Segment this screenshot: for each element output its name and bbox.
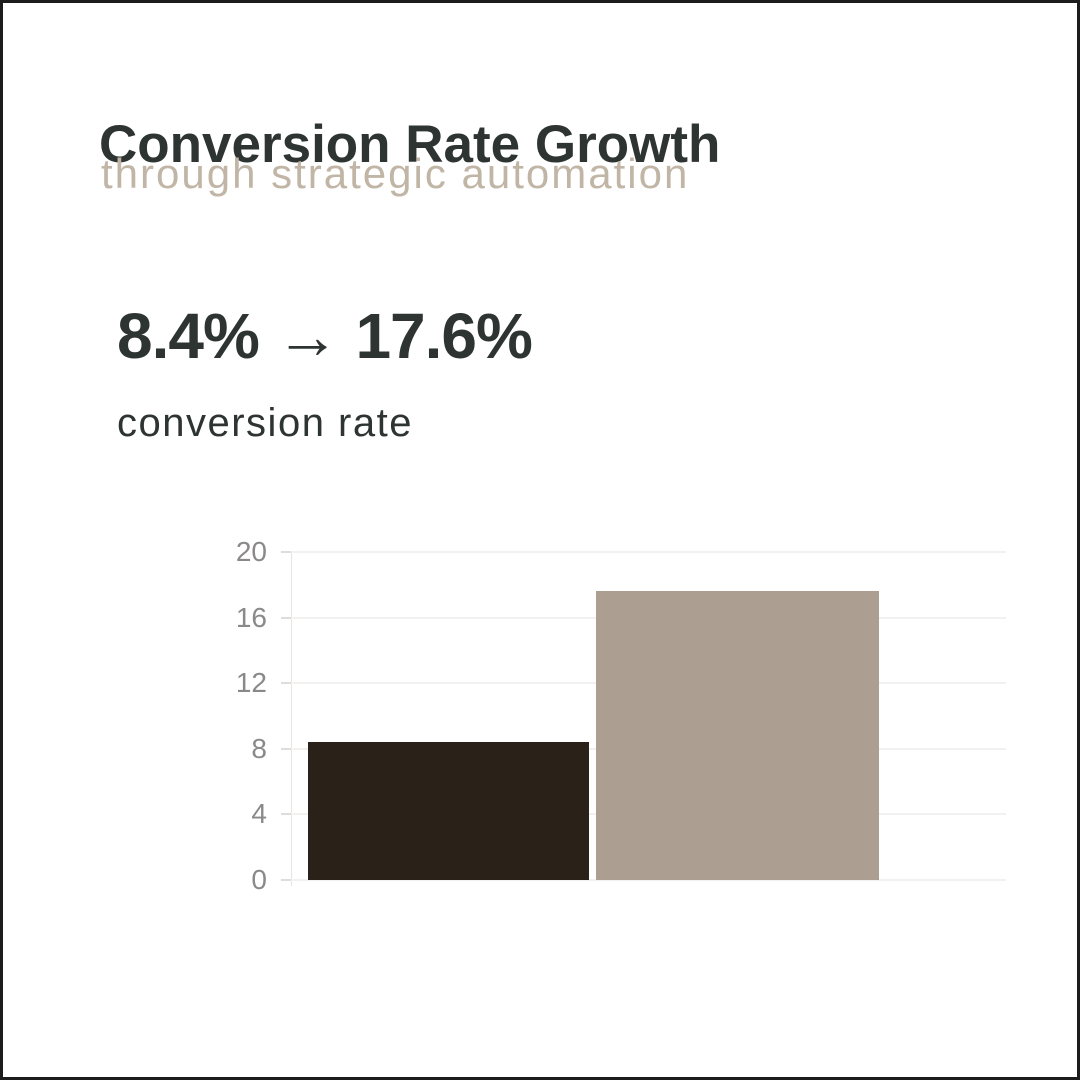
y-tick-0 — [281, 879, 291, 881]
y-tick-label-0: 0 — [251, 864, 267, 895]
page-title: Conversion Rate Growth — [99, 114, 721, 174]
gridline-20 — [291, 551, 1006, 553]
stat-value: 8.4% → 17.6% — [117, 300, 533, 372]
y-tick-16 — [281, 617, 291, 619]
y-axis-tick-labels: 0 4 8 12 16 20 — [183, 537, 279, 895]
gridline-0 — [291, 879, 1006, 881]
gridline-16 — [291, 617, 1006, 619]
y-tick-label-4: 4 — [251, 798, 267, 829]
y-tick-label-12: 12 — [235, 667, 267, 698]
page-subtitle: through strategic automation — [101, 150, 690, 197]
y-tick-label-20: 20 — [235, 536, 267, 567]
gridline-8 — [291, 748, 1006, 750]
stat-label: conversion rate — [117, 401, 413, 445]
y-tick-8 — [281, 748, 291, 750]
plot-area — [281, 551, 1006, 886]
gridline-12 — [291, 682, 1006, 684]
y-tick-label-8: 8 — [251, 733, 267, 764]
y-axis-line — [291, 552, 292, 886]
y-tick-12 — [281, 682, 291, 684]
gridline-4 — [291, 813, 1006, 815]
y-tick-20 — [281, 551, 291, 553]
bar-1 — [308, 742, 589, 880]
bar-2 — [596, 591, 879, 880]
y-tick-4 — [281, 813, 291, 815]
y-tick-label-16: 16 — [235, 602, 267, 633]
